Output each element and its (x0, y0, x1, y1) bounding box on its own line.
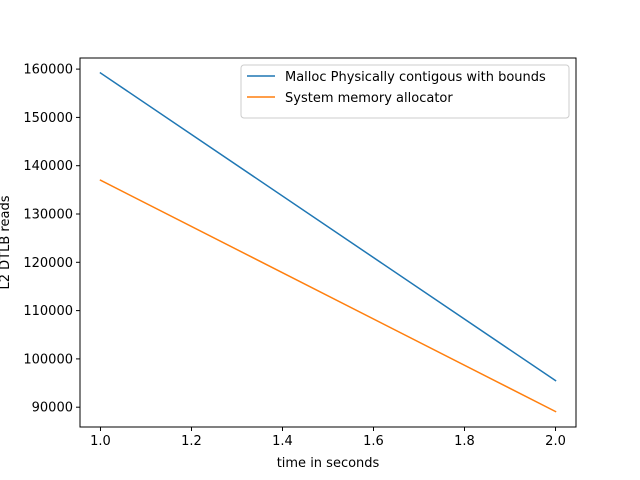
x-tick-label: 1.2 (181, 434, 202, 449)
y-tick-label: 160000 (23, 63, 73, 78)
x-tick-label: 1.0 (90, 434, 111, 449)
y-axis-label: L2 DTLB reads (0, 195, 13, 289)
y-tick-label: 140000 (23, 159, 73, 174)
legend-label-1: Malloc Physically contigous with bounds (285, 70, 546, 85)
plot-frame (79, 57, 577, 428)
legend: Malloc Physically contigous with bounds S… (240, 64, 570, 119)
legend-label-2: System memory allocator (285, 91, 453, 106)
y-tick-label: 120000 (23, 256, 73, 271)
y-tick-label: 90000 (32, 401, 73, 416)
y-axis-ticks: 90000 100000 110000 120000 130000 140000 15000… (23, 63, 80, 416)
series-layer (99, 71, 557, 413)
y-tick-label: 130000 (23, 208, 73, 223)
x-tick-label: 1.6 (363, 434, 384, 449)
x-axis-ticks: 1.0 1.2 1.4 1.6 1.8 2.0 (90, 427, 566, 449)
series-line-2 (99, 179, 557, 413)
y-tick-label: 150000 (23, 111, 73, 126)
legend-items: Malloc Physically contigous with bounds S… (247, 70, 546, 106)
legend-box (240, 64, 570, 119)
x-axis-label: time in seconds (277, 456, 380, 471)
x-tick-label: 2.0 (545, 434, 566, 449)
x-tick-label: 1.4 (272, 434, 293, 449)
y-tick-label: 110000 (23, 304, 73, 319)
x-tick-label: 1.8 (454, 434, 475, 449)
y-tick-label: 100000 (23, 352, 73, 367)
series-line-1 (99, 71, 557, 382)
